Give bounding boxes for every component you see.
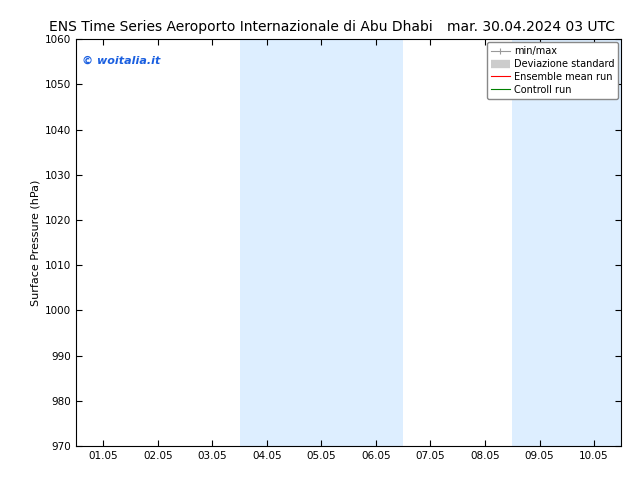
Y-axis label: Surface Pressure (hPa): Surface Pressure (hPa) [31, 179, 41, 306]
Legend: min/max, Deviazione standard, Ensemble mean run, Controll run: min/max, Deviazione standard, Ensemble m… [487, 42, 618, 98]
Text: © woitalia.it: © woitalia.it [82, 55, 160, 66]
Bar [240, 39, 403, 446]
Bar [512, 39, 621, 446]
Text: ENS Time Series Aeroporto Internazionale di Abu Dhabi: ENS Time Series Aeroporto Internazionale… [49, 20, 433, 34]
Title: ENS Time Series Aeroporto Internazionale di Abu Dhabi    mar. 30.04.2024 03 UTC: ENS Time Series Aeroporto Internazionale… [0, 489, 1, 490]
Text: mar. 30.04.2024 03 UTC: mar. 30.04.2024 03 UTC [447, 20, 615, 34]
